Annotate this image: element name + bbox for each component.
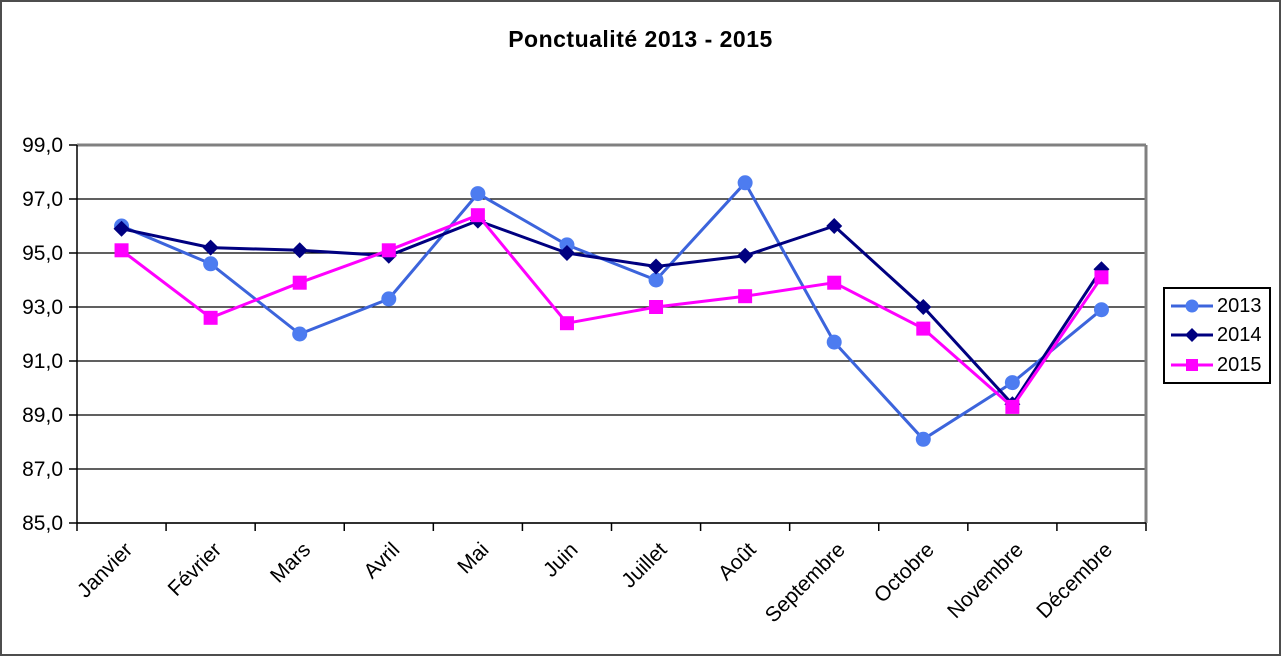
data-point-2014-Août[interactable] bbox=[737, 247, 754, 264]
y-axis-label: 97,0 bbox=[22, 188, 63, 211]
data-point-2014-Janvier[interactable] bbox=[113, 220, 130, 237]
x-axis-label: Octobre bbox=[870, 538, 939, 607]
x-axis-label: Avril bbox=[359, 538, 404, 583]
data-point-2014-Mars[interactable] bbox=[291, 242, 308, 259]
legend-label: 2014 bbox=[1217, 324, 1262, 347]
x-axis-label: Novembre bbox=[943, 538, 1028, 623]
x-axis-label: Décembre bbox=[1032, 538, 1117, 623]
legend-label: 2013 bbox=[1217, 294, 1262, 317]
legend-marker-circle-icon bbox=[1171, 299, 1213, 313]
y-axis-label: 99,0 bbox=[22, 134, 63, 157]
data-point-2015-Mars[interactable] bbox=[292, 275, 307, 290]
data-point-2013-Octobre[interactable] bbox=[915, 431, 931, 447]
legend-marker-shape bbox=[1185, 328, 1199, 343]
legend-marker-shape bbox=[1185, 299, 1199, 313]
x-axis-label: Mars bbox=[266, 538, 315, 587]
data-point-2015-Décembre[interactable] bbox=[1094, 270, 1109, 285]
x-axis-label: Septembre bbox=[761, 538, 850, 627]
data-point-2013-Septembre[interactable] bbox=[826, 334, 842, 350]
data-point-2013-Février[interactable] bbox=[203, 256, 219, 272]
y-axis-label: 93,0 bbox=[22, 296, 63, 319]
series-line-2013 bbox=[120, 181, 1103, 441]
x-axis-label: Février bbox=[164, 538, 226, 600]
data-point-2014-Octobre[interactable] bbox=[915, 299, 932, 315]
data-point-2014-Février[interactable] bbox=[202, 239, 219, 256]
data-point-2015-Septembre[interactable] bbox=[827, 275, 842, 290]
data-point-2013-Juin[interactable] bbox=[559, 237, 575, 253]
data-point-2013-Mars[interactable] bbox=[292, 326, 308, 342]
data-point-2013-Novembre[interactable] bbox=[1004, 375, 1020, 391]
legend-marker-square-icon bbox=[1171, 359, 1213, 372]
y-axis-label: 89,0 bbox=[22, 404, 63, 427]
x-axis-label: Août bbox=[714, 538, 761, 585]
data-point-2013-Décembre[interactable] bbox=[1093, 302, 1109, 318]
series-line-2014 bbox=[121, 219, 1103, 406]
data-point-2015-Août[interactable] bbox=[738, 289, 753, 304]
data-point-2015-Mai[interactable] bbox=[470, 208, 485, 223]
data-point-2015-Juin[interactable] bbox=[559, 316, 574, 331]
data-point-2014-Juillet[interactable] bbox=[648, 258, 665, 275]
data-point-2014-Juin[interactable] bbox=[558, 245, 575, 261]
legend-marker-shape bbox=[1186, 359, 1198, 372]
data-point-2015-Février[interactable] bbox=[203, 310, 218, 325]
x-axis-label: Mai bbox=[453, 538, 493, 578]
x-axis-label: Janvier bbox=[73, 538, 137, 602]
data-point-2015-Avril[interactable] bbox=[381, 243, 396, 258]
data-point-2015-Juillet[interactable] bbox=[649, 300, 664, 314]
data-point-2013-Mai[interactable] bbox=[470, 186, 486, 202]
y-axis-label: 95,0 bbox=[22, 242, 63, 265]
data-point-2013-Avril[interactable] bbox=[381, 291, 397, 307]
data-point-2015-Janvier[interactable] bbox=[114, 243, 129, 258]
y-axis-label: 87,0 bbox=[22, 458, 63, 481]
data-point-2014-Septembre[interactable] bbox=[826, 218, 843, 234]
x-axis-label: Juin bbox=[539, 538, 583, 582]
data-point-2013-Août[interactable] bbox=[737, 175, 753, 191]
legend: 2013 2014 2015 bbox=[1163, 287, 1271, 384]
series-line-2015 bbox=[120, 213, 1103, 409]
data-point-2013-Juillet[interactable] bbox=[648, 272, 664, 288]
y-axis-label: 85,0 bbox=[22, 512, 63, 535]
legend-item-2015[interactable]: 2015 bbox=[1171, 354, 1269, 376]
legend-item-2014[interactable]: 2014 bbox=[1171, 324, 1269, 346]
data-point-2015-Novembre[interactable] bbox=[1005, 399, 1020, 414]
y-axis-label: 91,0 bbox=[22, 350, 63, 373]
legend-item-2013[interactable]: 2013 bbox=[1171, 295, 1269, 317]
chart-title: Ponctualité 2013 - 2015 bbox=[508, 26, 773, 52]
legend-marker-diamond-icon bbox=[1171, 328, 1213, 343]
legend-label: 2015 bbox=[1217, 354, 1262, 377]
x-axis-label: Juillet bbox=[617, 538, 671, 592]
data-point-2015-Octobre[interactable] bbox=[916, 321, 931, 336]
